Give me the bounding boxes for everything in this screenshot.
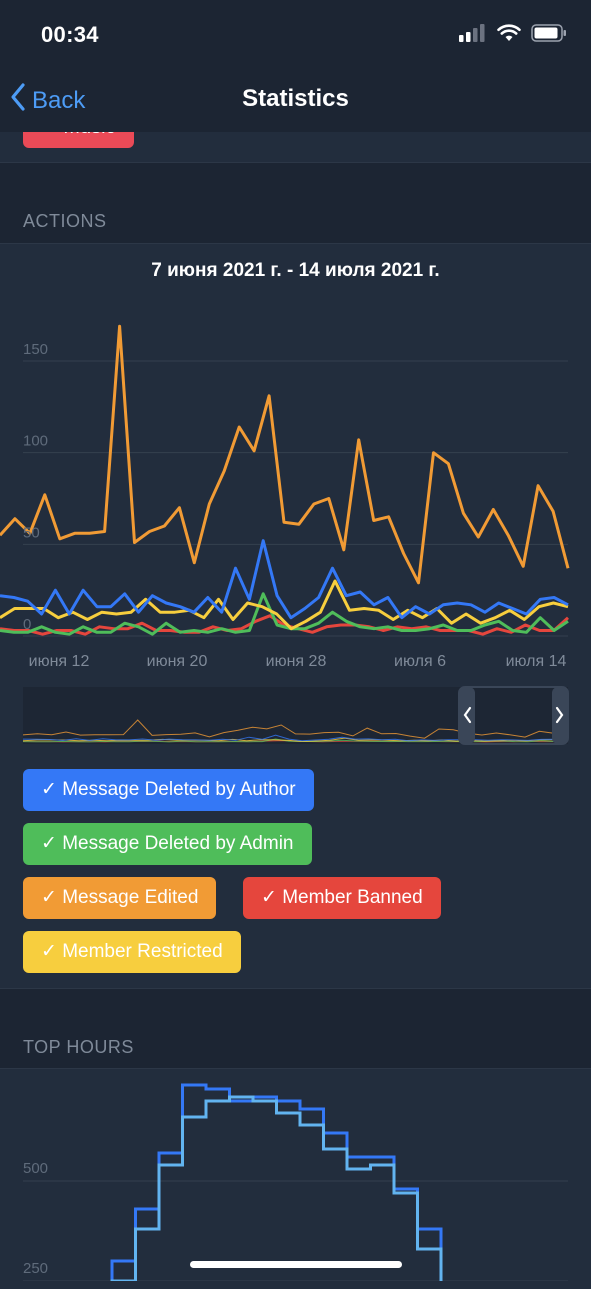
x-tick-label: июня 12 xyxy=(29,653,90,670)
y-tick-label: 150 xyxy=(23,341,48,358)
chevron-left-icon xyxy=(10,82,26,119)
top-hours-chart: 250 500 xyxy=(23,1083,568,1281)
date-range-label: 7 июня 2021 г. - 14 июля 2021 г. xyxy=(151,260,440,281)
legend-chip-deleted-by-admin[interactable]: ✓ Message Deleted by Admin xyxy=(23,823,312,865)
top-hours-series-1 xyxy=(110,1095,443,1281)
series-line-message-edited xyxy=(0,324,570,585)
series-line-message-deleted-by-author xyxy=(0,539,569,620)
y-tick-label: 0 xyxy=(23,616,31,633)
page-title: Statistics xyxy=(242,85,349,112)
legend-chip-member-restricted[interactable]: ✓ Member Restricted xyxy=(23,931,241,973)
chevron-left-icon xyxy=(463,706,472,724)
status-icons xyxy=(459,24,567,47)
back-label: Back xyxy=(32,86,86,114)
actions-chart: 0 50 100 150 июня 12 июня 20 июня 28 июля 6 июл… xyxy=(0,324,570,670)
status-time: 00:34 xyxy=(41,22,99,47)
navigation-bar: Back Statistics xyxy=(0,70,591,133)
x-tick-label: июня 28 xyxy=(266,653,327,670)
section-header-actions: ACTIONS xyxy=(23,211,107,231)
legend-chip-message-edited[interactable]: ✓ Message Edited xyxy=(23,877,217,919)
navigator-line xyxy=(22,737,569,743)
series-line-member-banned xyxy=(0,614,570,636)
y-tick-label: 100 xyxy=(23,433,48,450)
actions-card: 7 июня 2021 г. - 14 июля 2021 г. 0 50 100 1… xyxy=(0,243,591,989)
top-hours-card: 250 500 xyxy=(0,1068,591,1289)
status-bar: 00:34 xyxy=(0,0,591,70)
series-line-member-restricted xyxy=(0,579,569,631)
legend-chip-deleted-by-author[interactable]: ✓ Message Deleted by Author xyxy=(23,769,314,811)
x-tick-label: июня 20 xyxy=(147,653,208,670)
wifi-icon xyxy=(497,24,521,47)
series-line-message-deleted-by-admin xyxy=(0,592,569,636)
previous-section: ✓ Music xyxy=(0,132,591,163)
navigator-handle-left[interactable] xyxy=(459,687,475,744)
x-tick-label: июля 14 xyxy=(506,653,567,670)
navigator-track xyxy=(23,687,568,744)
x-tick-label: июля 6 xyxy=(394,653,446,670)
back-button[interactable]: Back xyxy=(10,82,85,119)
y-tick-label: 250 xyxy=(23,1260,48,1277)
range-navigator[interactable] xyxy=(0,684,591,754)
navigator-line xyxy=(22,719,569,739)
navigator-handle-right[interactable] xyxy=(552,687,568,744)
y-tick-label: 500 xyxy=(23,1160,48,1177)
filter-chip-music[interactable]: ✓ Music xyxy=(23,132,134,148)
cellular-signal-icon xyxy=(459,24,487,47)
y-tick-label: 50 xyxy=(23,524,40,541)
home-indicator xyxy=(190,1261,402,1268)
section-header-top-hours: TOP HOURS xyxy=(23,1037,134,1057)
battery-icon xyxy=(531,24,567,47)
legend-chip-member-banned[interactable]: ✓ Member Banned xyxy=(243,877,441,919)
chevron-right-icon xyxy=(555,706,564,724)
navigator-line xyxy=(22,734,569,742)
